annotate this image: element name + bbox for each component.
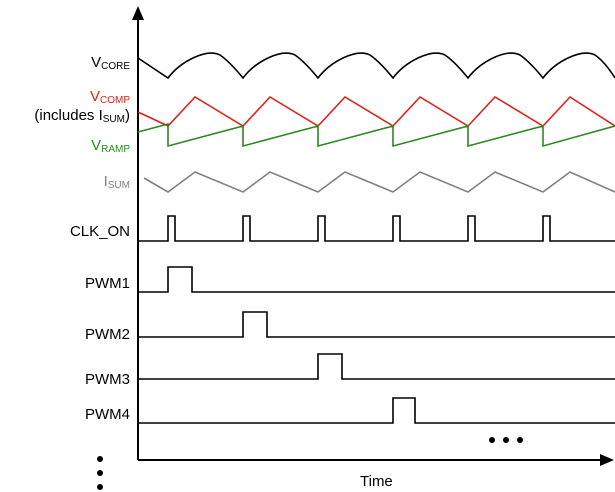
x-axis-label: Time — [360, 474, 393, 489]
vcore-label-sub: CORE — [101, 61, 130, 72]
vramp-label-sub: RAMP — [101, 144, 130, 155]
pwm2-waveform — [138, 311, 615, 338]
vcomp-waveform — [137, 95, 615, 128]
vertical-continuation-dots — [97, 456, 103, 490]
pwm2-label: PWM2 — [85, 327, 130, 342]
vcomp-label: VCOMP — [89, 88, 130, 106]
isum-waveform — [143, 171, 615, 193]
vramp-label: VRAMP — [91, 137, 130, 155]
isum-label-main: I — [103, 173, 108, 190]
vramp-label-main: V — [91, 137, 102, 154]
clk-on-waveform — [138, 215, 615, 242]
pwm1-label-text: PWM1 — [85, 275, 130, 292]
clk-on-label: CLK_ON — [70, 224, 130, 239]
vcomp-label-sub: COMP — [100, 95, 130, 106]
y-axis-arrow — [132, 6, 144, 20]
vcomp-note-sub: SUM — [102, 114, 125, 125]
pwm2-label-text: PWM2 — [85, 326, 130, 343]
pwm3-label: PWM3 — [85, 372, 130, 387]
pwm3-label-text: PWM3 — [85, 371, 130, 388]
vcomp-note-suffix: ) — [125, 107, 130, 124]
vcomp-note-prefix: (includes I — [34, 107, 103, 124]
x-axis-arrow — [600, 454, 614, 466]
clk-on-label-text: CLK_ON — [69, 223, 130, 240]
pwm4-label-text: PWM4 — [85, 406, 130, 423]
vcomp-note-label: (includes ISUM) — [34, 107, 130, 125]
pwm4-label: PWM4 — [85, 407, 130, 422]
pwm1-label: PWM1 — [85, 276, 130, 291]
pwm3-waveform — [138, 353, 615, 380]
horizontal-continuation-dots — [489, 437, 523, 443]
isum-label-sub: SUM — [107, 180, 130, 191]
vramp-waveform — [137, 122, 615, 148]
x-axis-label-text: Time — [360, 473, 393, 490]
vcore-label: VCORE — [91, 54, 130, 72]
vcore-label-main: V — [91, 54, 102, 71]
pwm4-waveform — [138, 397, 615, 424]
vcore-waveform — [137, 52, 615, 80]
isum-label: ISUM — [103, 173, 130, 191]
pwm1-waveform — [138, 266, 615, 293]
vcomp-label-main: V — [89, 88, 100, 105]
